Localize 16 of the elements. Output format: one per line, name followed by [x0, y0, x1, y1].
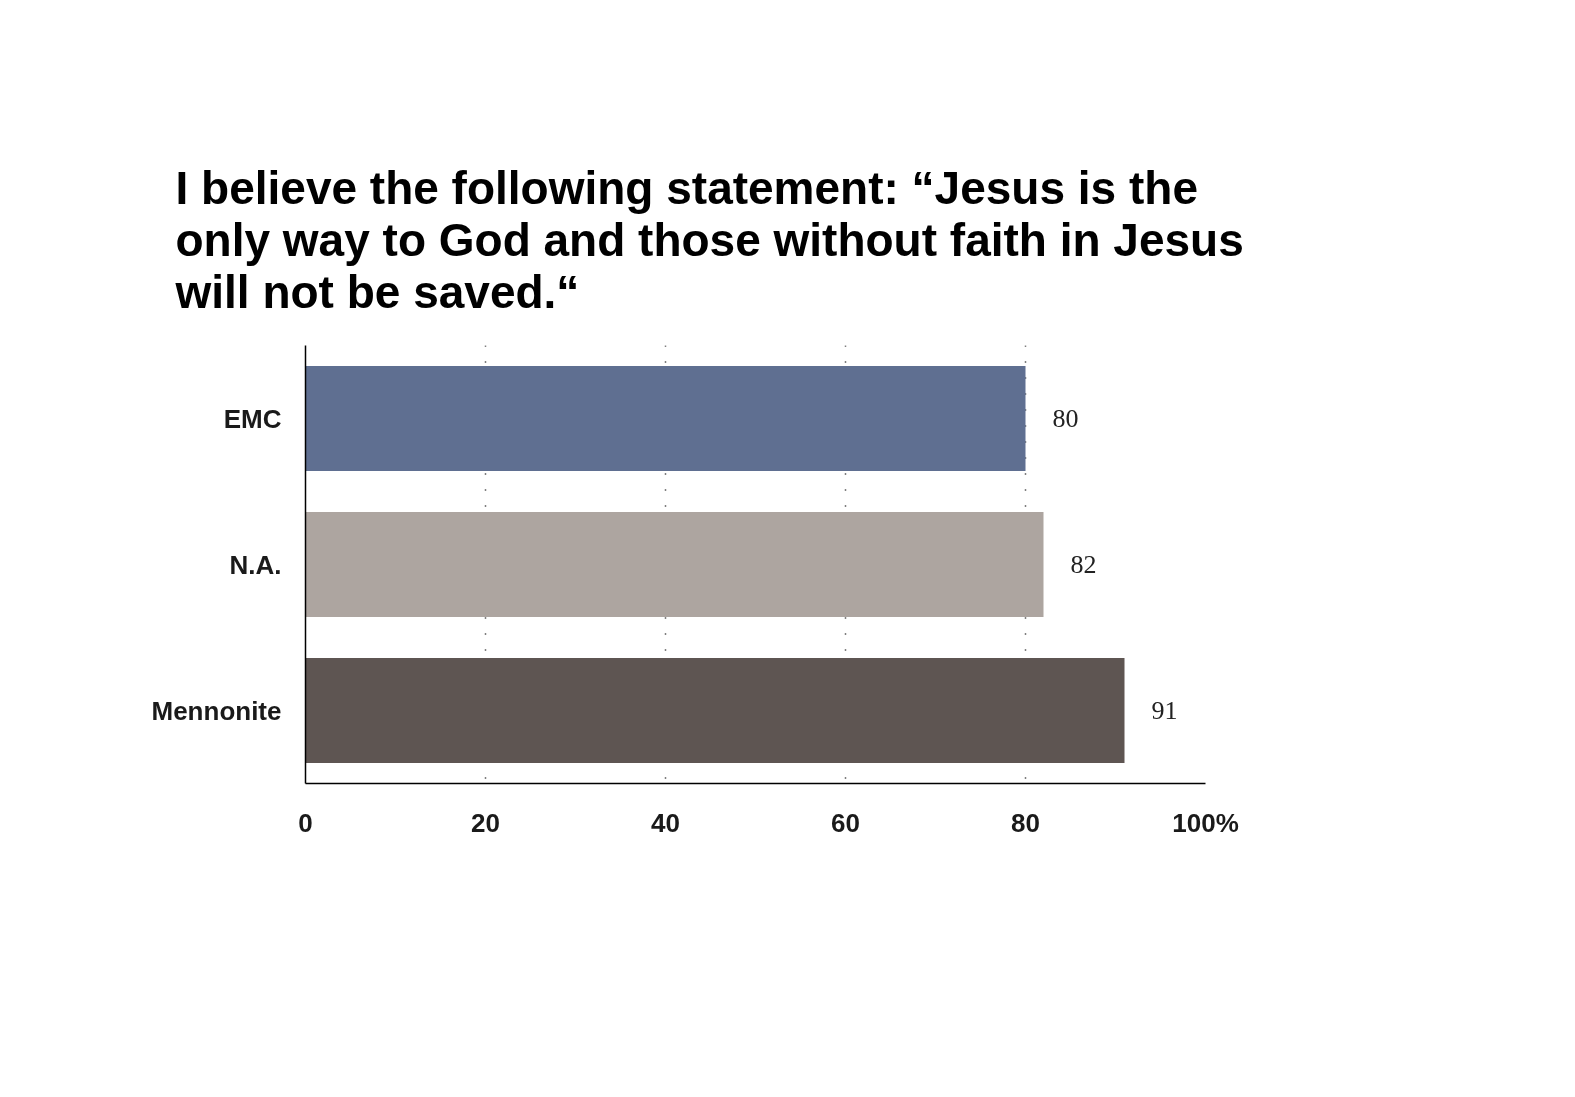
y-tick-label: Mennonite: [151, 695, 282, 726]
data-label: 82: [1070, 550, 1097, 579]
y-tick-label: EMC: [223, 403, 282, 434]
data-label: 80: [1052, 404, 1079, 433]
x-tick-label: 40: [651, 807, 680, 838]
data-label: 91: [1151, 696, 1178, 725]
x-tick-label: 80: [1011, 807, 1040, 838]
x-tick-label: 0: [298, 807, 313, 838]
y-tick-label: N.A.: [229, 549, 282, 580]
x-tick-label: 20: [471, 807, 500, 838]
bar: [305, 511, 1044, 618]
chart-title: I believe the following statement: “Jesus is the only way to God and those without faith in Jesus will not be saved.“: [174, 162, 1244, 318]
bar: [305, 657, 1125, 764]
x-tick-label: 100%: [1172, 807, 1239, 838]
bar: [305, 365, 1026, 472]
x-tick-label: 60: [831, 807, 860, 838]
